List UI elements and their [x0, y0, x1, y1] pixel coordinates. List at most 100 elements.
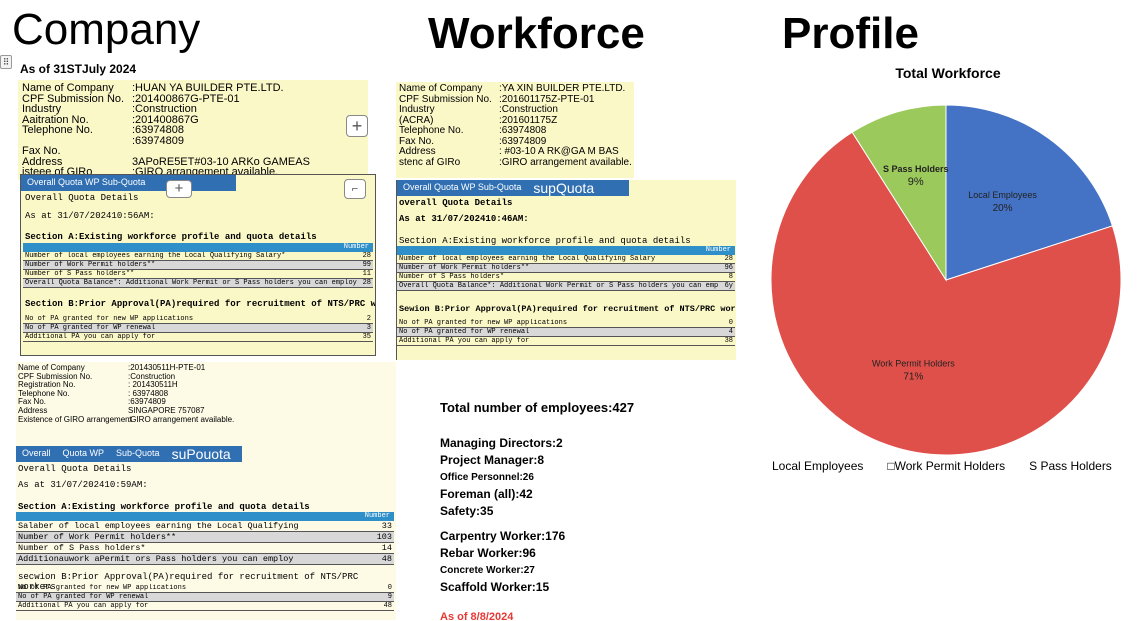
company-field: Fax No.: [22, 146, 364, 157]
row-label: Number of local employees earning the Lo…: [25, 252, 286, 260]
field-value: :HUAN YA BUILDER PTE.LTD.: [132, 82, 284, 94]
row-value: 38: [724, 337, 733, 345]
stat-line: Managing Directors:2: [440, 436, 563, 450]
company-field: Telephone No. :63974808: [22, 125, 364, 136]
field-label: Name of Company: [18, 363, 85, 372]
tab-sub-quota[interactable]: supQuota: [533, 180, 595, 196]
add-icon[interactable]: +: [166, 180, 192, 198]
company-field: Address 3APoRE5ET#03-10 ARKo GAMEAS: [22, 155, 364, 168]
total-employees: Total number of employees:427: [440, 400, 635, 415]
row-label: Number of local employees earning the Lo…: [399, 255, 656, 263]
tab-sub-quota-2[interactable]: suPouota: [171, 446, 231, 462]
table-row: Salaber of local employees earning the L…: [16, 521, 394, 532]
legend-item: □Work Permit Holders: [887, 459, 1006, 473]
tab-overall[interactable]: Overall: [22, 448, 51, 458]
quota-card-2: Overall Quota WP Sub-Quota supQuota over…: [396, 180, 736, 360]
row-label: Additional PA you can apply for: [25, 333, 156, 341]
company-field: (ACRA):201601175Z: [399, 115, 631, 127]
tab-sub-quota[interactable]: Sub-Quota: [116, 448, 160, 458]
pie-slice-local: [945, 104, 1114, 281]
row-value: 9: [387, 593, 392, 601]
pie-label-percent: 20%: [993, 203, 1013, 214]
company-field: Name of Company:201430511H-PTE-01: [18, 363, 394, 373]
section-b-table: No of PA granted for new WP applications…: [397, 319, 735, 346]
field-value: :Construction: [132, 103, 197, 115]
row-value: 3: [366, 324, 371, 332]
company-field: CPF Submission No.:201400867G-PTE-01: [22, 93, 364, 105]
profile-title: Profile: [782, 9, 919, 58]
table-row: No of PA granted for WP renewal 4: [397, 328, 735, 337]
field-value: 3APoRE5ET#03-10 ARKo GAMEAS: [132, 155, 310, 168]
drag-handle-icon[interactable]: ⠿: [0, 55, 12, 69]
row-value: 28: [362, 252, 371, 260]
row-label: Number of S Pass holders**: [25, 270, 135, 278]
field-value: :Construction: [499, 104, 558, 115]
table-row: Additionauwork aPermit ors Pass holders …: [16, 554, 394, 565]
stat-line: Office Personnel:26: [440, 472, 534, 483]
row-value: 0: [387, 584, 392, 592]
field-label: Telephone No.: [399, 125, 464, 136]
stat-line: Scaffold Worker:15: [440, 580, 550, 594]
company-field: Existence of GIRO arrangement:GIRO arran…: [18, 414, 394, 425]
quota-heading: Overall Quota Details: [18, 464, 132, 474]
table-row: No of PA granted for WP renewal 3: [23, 324, 373, 333]
field-label: Industry: [22, 103, 62, 115]
row-label: No of PA granted for new WP applications: [399, 319, 568, 327]
stat-line: Carpentry Worker:176: [440, 529, 566, 543]
field-value: :63974808: [132, 124, 184, 136]
row-value: 6y: [724, 282, 733, 290]
chart-legend: Local Employees □Work Permit Holders S Pas…: [772, 459, 1136, 473]
tab-overall-quota[interactable]: Overall Quota WP Sub-Quota: [403, 182, 522, 192]
table-row: No of PA granted for new WP applications…: [16, 584, 394, 593]
legend-item: S Pass Holders: [1029, 459, 1112, 473]
table-row: Additional PA you can apply for 35: [23, 333, 373, 342]
row-label: No of PA granted for WP renewal: [399, 328, 530, 336]
section-a-title: Section A:Existing workforce profile and…: [18, 502, 310, 512]
field-value: SINGAPORE 757087: [128, 405, 205, 415]
tab-overall-quota[interactable]: Overall Quota WP Sub-Quota: [27, 177, 146, 187]
company-field: Fax No.:63974809: [18, 398, 394, 407]
row-value: 0: [728, 319, 733, 327]
field-label: Industry: [399, 104, 435, 115]
add-icon[interactable]: +: [346, 115, 368, 137]
company-field: Name of Company:HUAN YA BUILDER PTE.LTD.: [22, 83, 364, 94]
row-label: Number of Work Permit holders**: [399, 264, 530, 272]
row-value: 2: [366, 315, 371, 323]
number-column-header: Number: [397, 246, 735, 255]
company-field: Telephone No.: 63974808: [18, 389, 394, 399]
expand-icon[interactable]: ⌐: [344, 179, 366, 199]
company-field: Name of Company:YA XIN BUILDER PTE.LTD.: [399, 83, 631, 95]
field-label: isteee of GIRo: [22, 166, 93, 178]
employee-stats: Total number of employees:427 Managing D…: [440, 400, 634, 596]
row-value: 33: [381, 521, 392, 531]
company-field: :63974809: [22, 135, 364, 147]
row-label: No of PA granted for new WP applications: [18, 584, 187, 592]
company-card-3: Name of Company:201430511H-PTE-01 CPF Sub…: [16, 362, 396, 620]
table-row: Number of Work Permit holders** 96: [397, 264, 735, 273]
row-value: 48: [383, 602, 392, 610]
company-field: isteee of GIRo:GIRO arrangement availabl…: [22, 167, 364, 178]
field-label: Registration No.: [18, 380, 76, 390]
section-a-title: Section A:Existing workforce profile and…: [399, 236, 691, 246]
row-label: Overall Quota Balance*: Additional Work …: [399, 282, 719, 290]
row-label: No of PA granted for new WP applications: [25, 315, 194, 323]
pie-label-percent: 71%: [903, 372, 923, 383]
row-label: Additionauwork aPermit ors Pass holders …: [18, 554, 294, 564]
company-field: Registration No.: 201430511H: [18, 381, 394, 390]
table-row: No of PA granted for WP renewal 9: [16, 593, 394, 602]
number-column-header: Number: [23, 243, 373, 252]
table-row: No of PA granted for new WP applications…: [23, 315, 373, 324]
field-label: Telephone No.: [22, 124, 93, 136]
row-value: 8: [728, 273, 733, 281]
section-a-title: Section A:Existing workforce profile and…: [25, 232, 317, 242]
quota-as-at: As at 31/07/202410:59AM:: [18, 480, 148, 490]
tab-quota-wp[interactable]: Quota WP: [62, 448, 105, 458]
field-label: Fax No.: [18, 397, 47, 407]
stat-line: Concrete Worker:27: [440, 565, 535, 576]
workforce-title: Workforce: [428, 9, 645, 58]
row-value: 96: [724, 264, 733, 272]
stat-line: Project Manager:8: [440, 453, 545, 467]
table-row: Number of S Pass holders* 14: [16, 543, 394, 554]
field-label: Existence of GIRO arrangement: [18, 414, 132, 424]
pie-slice-s-pass: [851, 104, 947, 282]
